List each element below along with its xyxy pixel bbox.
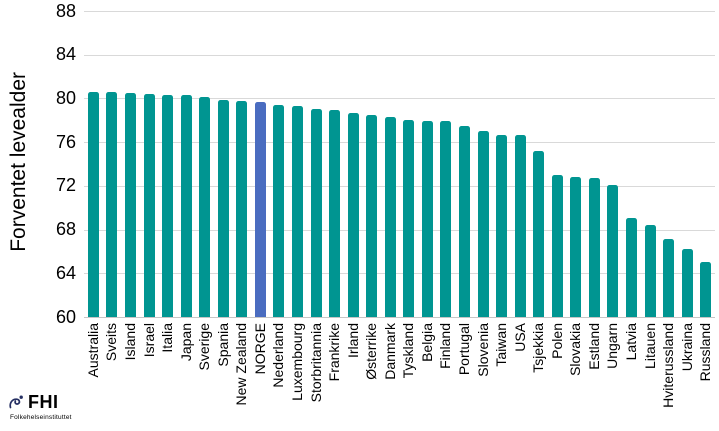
bar-israel bbox=[143, 94, 155, 317]
bar-storbritannia bbox=[310, 109, 322, 317]
gridline-88 bbox=[84, 11, 715, 12]
bar-norge bbox=[254, 101, 266, 317]
bar-tsjekkia bbox=[533, 150, 545, 317]
bar-litauen bbox=[644, 225, 656, 317]
bar-spania bbox=[217, 99, 229, 317]
gridline-72 bbox=[84, 185, 715, 187]
x-label-ukraina: Ukraina bbox=[678, 323, 695, 372]
x-label-australia: Australia bbox=[84, 323, 101, 378]
bar-japan bbox=[180, 95, 192, 317]
x-label-finland: Finland bbox=[437, 323, 454, 369]
y-tick-label: 72 bbox=[55, 175, 76, 196]
gridline-80 bbox=[84, 98, 715, 100]
x-label-sverige: Sverige bbox=[196, 323, 213, 371]
bar-slovakia bbox=[570, 177, 582, 317]
x-axis-line bbox=[84, 317, 715, 318]
gridline-76 bbox=[84, 142, 715, 144]
x-label-hviterussland: Hviterussland bbox=[660, 323, 677, 408]
x-label-irland: Irland bbox=[344, 323, 361, 359]
x-label-italia: Italia bbox=[159, 323, 175, 353]
bar-frankrike bbox=[329, 110, 340, 317]
x-label-norge: NORGE bbox=[251, 323, 268, 375]
x-label-portugal: Portugal bbox=[456, 323, 472, 376]
bar-taiwan bbox=[496, 134, 508, 317]
bar-polen bbox=[551, 174, 563, 317]
y-tick-label: 80 bbox=[55, 87, 76, 108]
bar-usa bbox=[514, 134, 526, 317]
x-label-spania: Spania bbox=[214, 323, 231, 367]
x-label-ungarn: Ungarn bbox=[604, 323, 621, 369]
x-label-slovenia: Slovenia bbox=[474, 323, 491, 377]
x-label-luxembourg: Luxembourg bbox=[288, 323, 305, 401]
bar-latvia bbox=[626, 217, 637, 317]
x-label-sveits: Sveits bbox=[103, 323, 120, 362]
bar-nederland bbox=[273, 105, 285, 317]
x-label-tsjekkia: Tsjekkia bbox=[530, 323, 547, 373]
bar-ukraina bbox=[681, 249, 693, 317]
bar-new-zealand bbox=[236, 100, 248, 317]
x-label-slovakia: Slovakia bbox=[567, 323, 584, 376]
bar-australia bbox=[87, 91, 99, 317]
bar-danmark bbox=[384, 117, 396, 317]
x-label-storbritannia: Storbritannia bbox=[307, 323, 324, 403]
x-label-japan: Japan bbox=[177, 323, 194, 362]
x-label-estland: Estland bbox=[585, 323, 602, 370]
bar-russland bbox=[700, 262, 712, 317]
x-label-usa: USA bbox=[511, 323, 528, 352]
bar-østerrike bbox=[366, 114, 378, 317]
x-label-litauen: Litauen bbox=[641, 323, 658, 369]
bar-luxembourg bbox=[291, 106, 303, 317]
x-label-polen: Polen bbox=[548, 323, 565, 359]
logo-abbr-text: FHI bbox=[28, 392, 59, 412]
bar-island bbox=[124, 93, 136, 317]
bar-finland bbox=[440, 121, 452, 317]
bar-irland bbox=[347, 112, 359, 317]
x-label-østerrike: Østerrike bbox=[363, 323, 380, 380]
x-label-israel: Israel bbox=[140, 323, 157, 358]
x-label-danmark: Danmark bbox=[381, 323, 398, 380]
gridline-64 bbox=[84, 273, 715, 275]
x-label-frankrike: Frankrike bbox=[326, 323, 342, 382]
bar-tyskland bbox=[403, 120, 415, 317]
x-label-russland: Russland bbox=[697, 323, 714, 382]
x-label-island: Island bbox=[121, 323, 138, 361]
x-label-new-zealand: New Zealand bbox=[233, 323, 250, 406]
gridline-84 bbox=[84, 54, 715, 56]
y-tick-label: 60 bbox=[55, 306, 76, 327]
y-tick-label: 76 bbox=[55, 131, 76, 152]
x-label-latvia: Latvia bbox=[623, 323, 639, 361]
bar-portugal bbox=[459, 125, 470, 318]
gridline-68 bbox=[84, 229, 715, 231]
bar-sverige bbox=[199, 97, 211, 317]
bar-ungarn bbox=[607, 184, 619, 317]
bar-slovenia bbox=[477, 131, 489, 317]
y-axis-title: Forventet levealder bbox=[7, 72, 30, 252]
y-tick-label: 84 bbox=[55, 44, 76, 65]
bar-italia bbox=[162, 95, 173, 317]
bar-estland bbox=[588, 178, 600, 317]
fhi-logo: FHI Folkehelseinstituttet bbox=[8, 392, 118, 421]
x-label-tyskland: Tyskland bbox=[400, 323, 417, 379]
y-tick-label: 88 bbox=[55, 0, 76, 21]
bar-sveits bbox=[106, 91, 118, 317]
x-label-taiwan: Taiwan bbox=[493, 323, 510, 367]
logo-full-name: Folkehelseinstituttet bbox=[10, 414, 72, 421]
x-label-belgia: Belgia bbox=[418, 323, 435, 362]
fhi-swirl-icon bbox=[9, 395, 23, 409]
bar-belgia bbox=[421, 121, 433, 317]
y-tick-label: 68 bbox=[55, 219, 76, 240]
bar-hviterussland bbox=[663, 239, 675, 317]
x-label-nederland: Nederland bbox=[270, 323, 287, 388]
y-tick-label: 64 bbox=[55, 262, 76, 283]
